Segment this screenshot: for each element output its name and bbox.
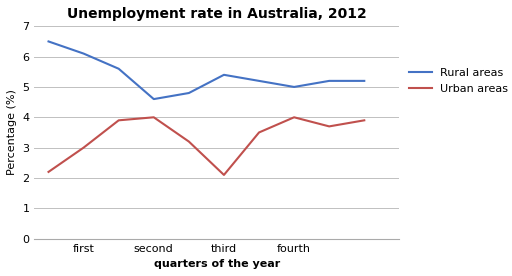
Legend: Rural areas, Urban areas: Rural areas, Urban areas <box>405 64 512 98</box>
Line: Rural areas: Rural areas <box>49 41 364 99</box>
Rural areas <box>326 79 332 83</box>
Urban areas <box>256 131 262 134</box>
Rural areas <box>116 67 122 70</box>
Y-axis label: Percentage (%): Percentage (%) <box>7 89 17 175</box>
X-axis label: quarters of the year: quarters of the year <box>154 259 280 269</box>
Rural areas <box>361 79 367 83</box>
Urban areas <box>186 140 192 143</box>
Line: Urban areas: Urban areas <box>49 117 364 175</box>
Urban areas <box>361 119 367 122</box>
Urban areas <box>80 146 87 149</box>
Rural areas <box>221 73 227 76</box>
Urban areas <box>46 170 52 174</box>
Urban areas <box>151 116 157 119</box>
Urban areas <box>326 125 332 128</box>
Rural areas <box>46 40 52 43</box>
Title: Unemployment rate in Australia, 2012: Unemployment rate in Australia, 2012 <box>67 7 367 21</box>
Urban areas <box>116 119 122 122</box>
Rural areas <box>186 91 192 95</box>
Rural areas <box>256 79 262 83</box>
Rural areas <box>151 97 157 101</box>
Urban areas <box>291 116 297 119</box>
Urban areas <box>221 173 227 177</box>
Rural areas <box>291 85 297 89</box>
Rural areas <box>80 52 87 55</box>
